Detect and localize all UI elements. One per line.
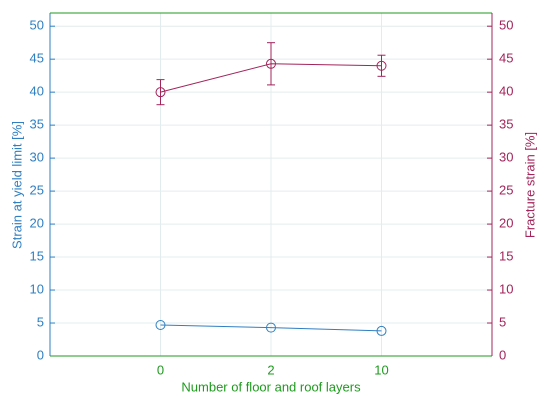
y2-tick-label: 45 xyxy=(499,51,513,66)
y-tick-label: 25 xyxy=(30,183,44,198)
x-tick-label: 2 xyxy=(267,362,274,377)
y2-tick-label: 30 xyxy=(499,150,513,165)
y-tick-label: 20 xyxy=(30,216,44,231)
y2-tick-label: 35 xyxy=(499,117,513,132)
y-tick-label: 5 xyxy=(37,314,44,329)
x-tick-label: 0 xyxy=(157,362,164,377)
y2-tick-label: 5 xyxy=(499,314,506,329)
point xyxy=(155,87,166,98)
point xyxy=(266,58,276,69)
error-bar xyxy=(377,54,386,77)
point xyxy=(376,60,387,71)
series-line xyxy=(160,324,382,332)
y-tick-label: 15 xyxy=(30,248,44,263)
y2-axis-label: Fracture strain [%] xyxy=(522,132,537,238)
point xyxy=(266,322,276,333)
y2-tick-label: 50 xyxy=(499,18,513,33)
y-tick-label: 35 xyxy=(30,117,44,132)
x-axis-label: Number of floor and roof layers xyxy=(181,379,361,394)
y2-tick-label: 40 xyxy=(499,84,513,99)
error-bar xyxy=(156,79,165,106)
error-bar xyxy=(267,42,275,86)
y-tick-label: 30 xyxy=(30,150,44,165)
y2-tick-label: 0 xyxy=(499,347,506,362)
y2-tick-label: 10 xyxy=(499,281,513,296)
y-tick-label: 45 xyxy=(30,51,44,66)
y2-tick-label: 15 xyxy=(499,248,513,263)
x-tick-label: 10 xyxy=(374,362,388,377)
y2-tick-label: 20 xyxy=(499,216,513,231)
y-tick-label: 40 xyxy=(30,84,44,99)
y-axis-label: Strain at yield limit [%] xyxy=(9,121,24,249)
y-tick-label: 10 xyxy=(30,281,44,296)
point xyxy=(376,325,387,336)
y-tick-label: 50 xyxy=(30,18,44,33)
y-tick-label: 0 xyxy=(37,347,44,362)
y2-tick-label: 25 xyxy=(499,183,513,198)
point xyxy=(155,319,166,330)
